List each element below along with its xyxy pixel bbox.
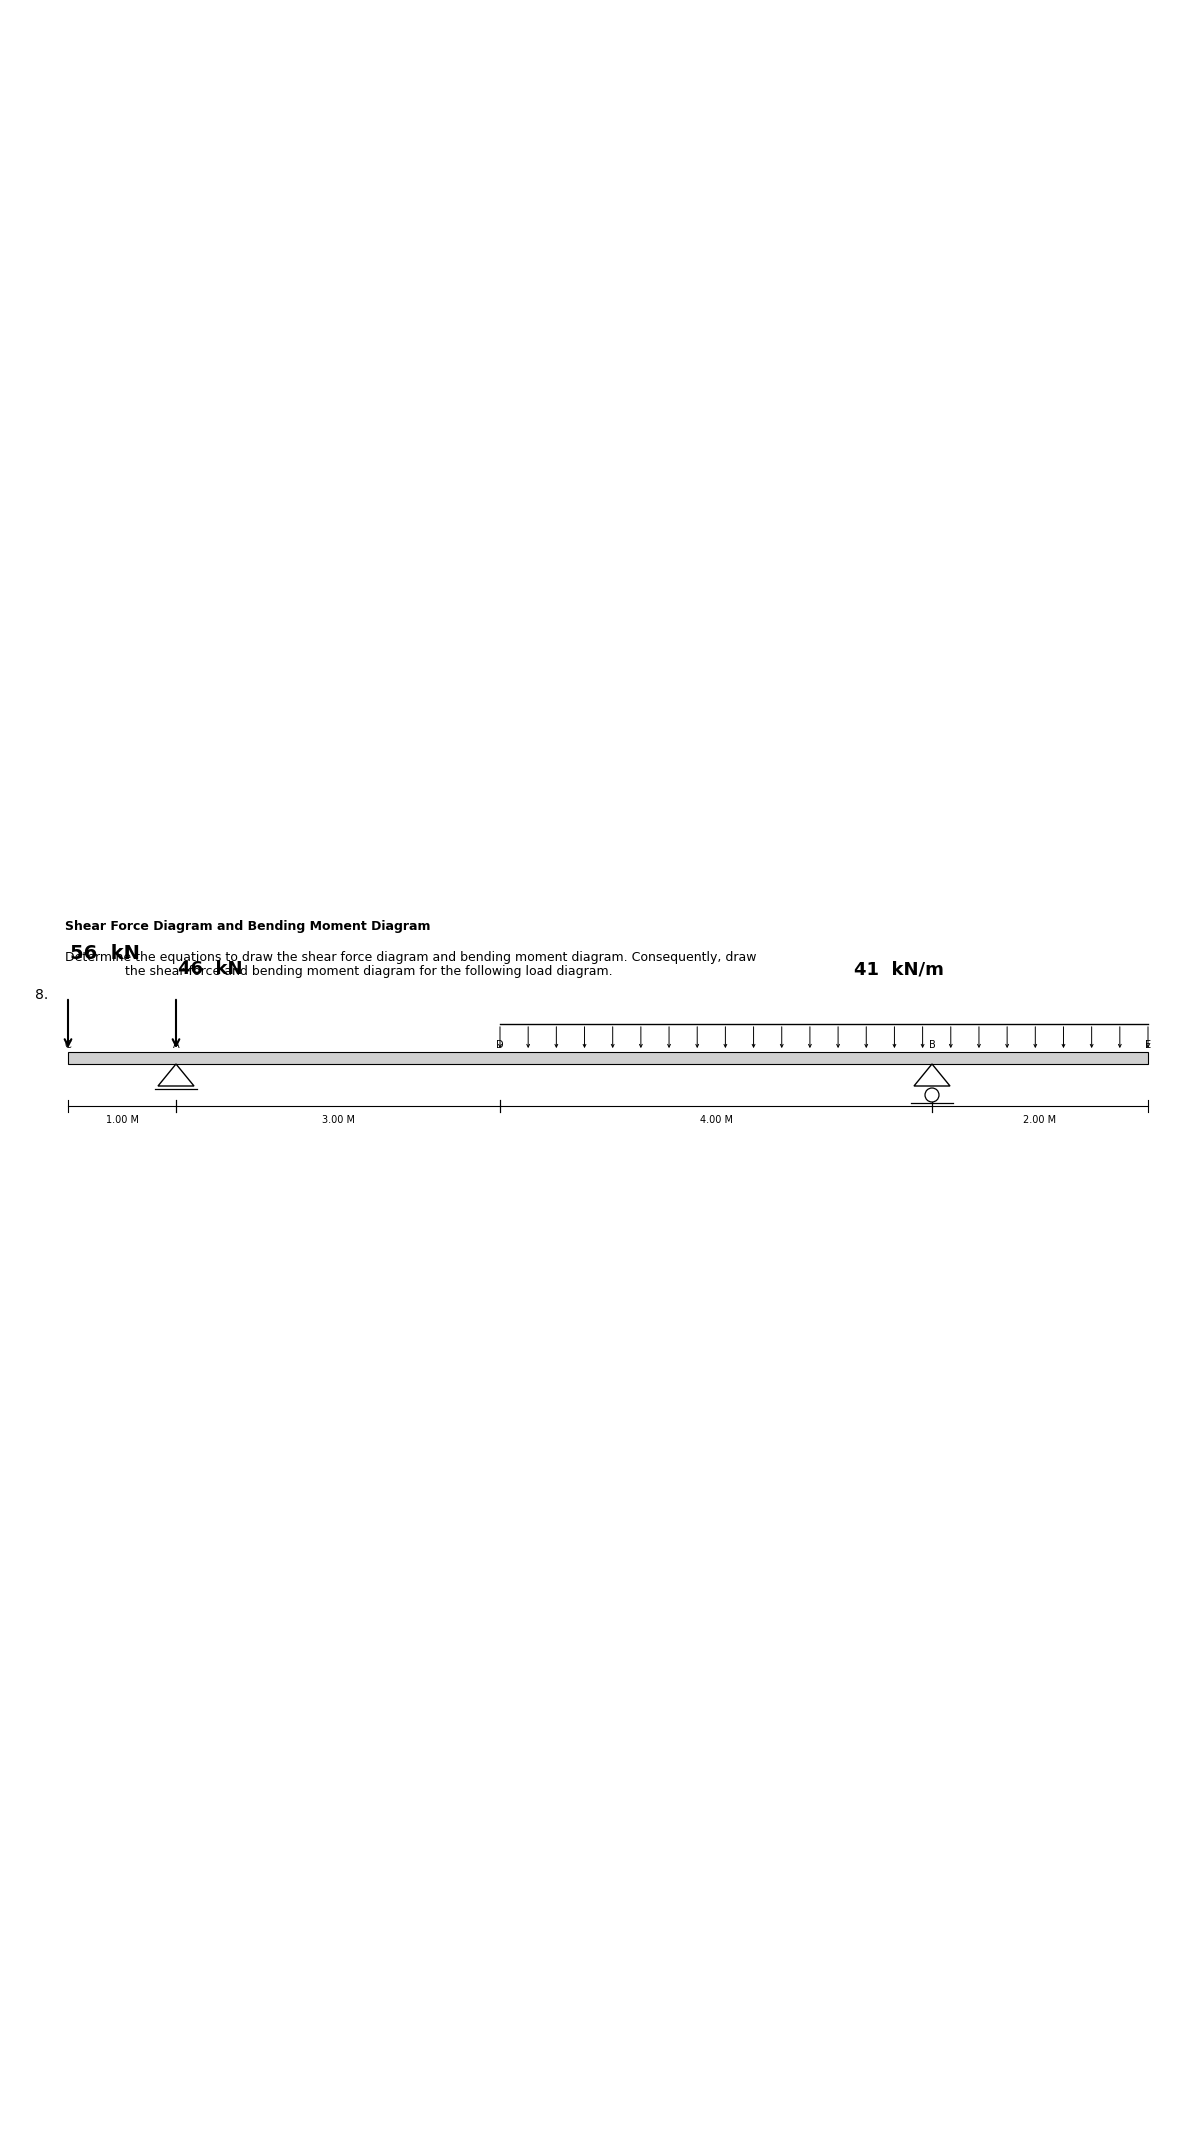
Text: 1.00 M: 1.00 M xyxy=(106,1116,138,1124)
Text: B: B xyxy=(929,1041,935,1049)
Polygon shape xyxy=(914,1064,950,1086)
Text: C: C xyxy=(65,1041,71,1049)
Text: Shear Force Diagram and Bending Moment Diagram: Shear Force Diagram and Bending Moment D… xyxy=(65,919,431,932)
Text: 46  kN: 46 kN xyxy=(178,960,242,979)
Text: E: E xyxy=(1145,1041,1151,1049)
Text: 56  kN: 56 kN xyxy=(70,945,140,962)
Text: 2.00 M: 2.00 M xyxy=(1024,1116,1056,1124)
Text: D: D xyxy=(496,1041,504,1049)
Text: 41  kN/m: 41 kN/m xyxy=(854,960,944,979)
Text: Determine the equations to draw the shear force diagram and bending moment diagr: Determine the equations to draw the shea… xyxy=(65,951,756,964)
Polygon shape xyxy=(158,1064,194,1086)
Circle shape xyxy=(925,1088,940,1103)
Text: 3.00 M: 3.00 M xyxy=(322,1116,354,1124)
Bar xyxy=(68,1052,1148,1064)
Text: 4.00 M: 4.00 M xyxy=(700,1116,732,1124)
Text: A: A xyxy=(173,1041,179,1049)
Text: the shear force and bending moment diagram for the following load diagram.: the shear force and bending moment diagr… xyxy=(125,964,613,979)
Text: 8.: 8. xyxy=(35,988,48,1003)
